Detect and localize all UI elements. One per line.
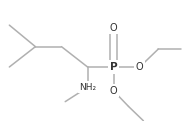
Text: P: P	[110, 62, 117, 72]
Text: NH₂: NH₂	[79, 83, 96, 92]
Text: O: O	[110, 86, 117, 96]
Text: O: O	[110, 23, 117, 33]
Text: O: O	[136, 62, 143, 72]
